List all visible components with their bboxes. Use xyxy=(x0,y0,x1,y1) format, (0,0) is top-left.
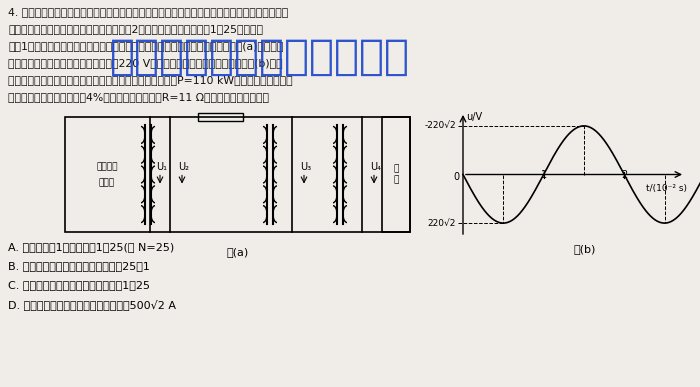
Text: t/(10⁻² s): t/(10⁻² s) xyxy=(646,185,687,194)
Text: 微信公众号关注，趣找答案: 微信公众号关注，趣找答案 xyxy=(110,36,410,78)
Text: 2: 2 xyxy=(621,170,627,180)
Text: B. 降压变压器原、副线圈的匡数比为25：1: B. 降压变压器原、副线圈的匡数比为25：1 xyxy=(8,261,150,271)
Text: 1: 1 xyxy=(540,170,547,180)
Text: -220√2: -220√2 xyxy=(424,122,456,130)
Text: 赛
区: 赛 区 xyxy=(393,165,399,184)
Text: 延庆、赛区等地区。已知风轮叶片转速为每2秒转一圈，通过转速比为1：25的升速齿: 延庆、赛区等地区。已知风轮叶片转速为每2秒转一圈，通过转速比为1：25的升速齿 xyxy=(8,24,263,34)
Text: 220√2: 220√2 xyxy=(428,219,456,228)
Text: U₃: U₃ xyxy=(300,161,312,171)
Text: 的功率为赛区获得总功率的4%，输电线的总电阻为R=11 Ω。则下列说法正确的是: 的功率为赛区获得总功率的4%，输电线的总电阻为R=11 Ω。则下列说法正确的是 xyxy=(8,92,269,102)
Bar xyxy=(198,113,243,121)
Text: u/V: u/V xyxy=(466,112,482,122)
Text: 发电机: 发电机 xyxy=(99,178,115,187)
Bar xyxy=(65,117,410,232)
Text: 0: 0 xyxy=(453,171,459,182)
Text: U₄: U₄ xyxy=(370,161,382,171)
Text: A. 升速齿轮符1的转速比为1：25(即 N=25): A. 升速齿轮符1的转速比为1：25(即 N=25) xyxy=(8,242,174,252)
Bar xyxy=(382,117,410,232)
Text: C. 升压变压器原、副线圈的匡数比为1：25: C. 升压变压器原、副线圈的匡数比为1：25 xyxy=(8,280,150,290)
Text: 4. 张家口市坡上地区的风力发电场，把张北的风转化为清洁电力，并入冀北电网，再输向北京、: 4. 张家口市坡上地区的风力发电场，把张北的风转化为清洁电力，并入冀北电网，再输… xyxy=(8,7,288,17)
Text: D. 升压变压器原线圈中电流的最大値为500√2 A: D. 升压变压器原线圈中电流的最大値为500√2 A xyxy=(8,299,176,310)
Text: U₁: U₁ xyxy=(157,161,167,171)
Text: U₂: U₂ xyxy=(178,161,190,171)
Text: 输电线路向北京赛区某场馆额定电压为220 V的照明设施供电。当发电机输出如图(b)所示: 输电线路向北京赛区某场馆额定电压为220 V的照明设施供电。当发电机输出如图(b… xyxy=(8,58,283,68)
Text: 的电压时，赛区照明设备恰好正常工作，赛区得到的功率为P=110 kW。已知输电导线损失: 的电压时，赛区照明设备恰好正常工作，赛区得到的功率为P=110 kW。已知输电导… xyxy=(8,75,293,85)
Text: 图(a): 图(a) xyxy=(226,247,248,257)
Text: 轮符1带动发电机线圈高速转动，产生的交变电流经过理想变压器升压后通过如图(a)所示简化: 轮符1带动发电机线圈高速转动，产生的交变电流经过理想变压器升压后通过如图(a)所… xyxy=(8,41,284,51)
Text: 小型风力: 小型风力 xyxy=(97,162,118,171)
Text: 图(b): 图(b) xyxy=(574,244,596,254)
